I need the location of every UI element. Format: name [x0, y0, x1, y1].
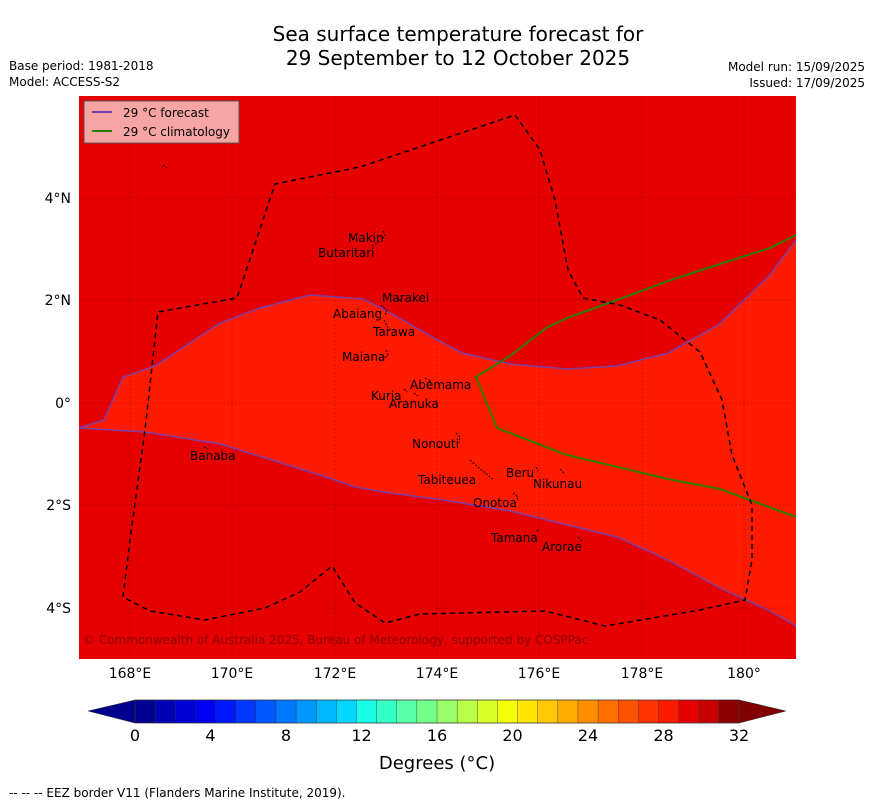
colorbar-segment	[215, 699, 237, 724]
lat-label: 4°N	[45, 191, 71, 207]
colorbar-segment	[537, 699, 559, 724]
eez-footnote: -- -- -- EEZ border V11 (Flanders Marine…	[9, 786, 346, 800]
lat-label: 0°	[55, 396, 71, 412]
island-labels: Makin Butaritari Marakei Abaiang Tarawa …	[190, 231, 582, 554]
island-marakei: Marakei	[382, 291, 429, 305]
island-kuria: Kuria	[371, 389, 402, 403]
island-aranuka: Aranuka	[389, 397, 439, 411]
colorbar-segment	[477, 699, 499, 724]
colorbar-segment	[316, 699, 338, 724]
colorbar-segment	[577, 699, 599, 724]
title-line-2: 29 September to 12 October 2025	[285, 46, 631, 70]
climatology-29c-contour	[474, 234, 796, 518]
colorbar-under-arrow	[87, 699, 136, 724]
island-onotoa: Onotoa	[473, 496, 517, 510]
colorbar-segment	[376, 699, 398, 724]
island-maiana: Maiana	[342, 350, 385, 364]
lon-label: 170°E	[211, 666, 254, 682]
sst-below-29-region	[79, 240, 796, 626]
colorbar-label: Degrees (°C)	[379, 753, 495, 774]
lon-label: 180°	[727, 666, 761, 682]
colorbar-segments	[134, 699, 740, 724]
island-nonouti: Nonouti	[412, 437, 459, 451]
model-name: Model: ACCESS-S2	[9, 75, 121, 89]
island-banaba: Banaba	[190, 449, 236, 463]
island-tabiteuea: Tabiteuea	[417, 473, 476, 487]
colorbar-tick: 28	[653, 726, 673, 745]
longitude-labels: 168°E 170°E 172°E 174°E 176°E 178°E 180°	[109, 666, 761, 682]
meta-left: Base period: 1981-2018 Model: ACCESS-S2	[9, 58, 154, 90]
colorbar-tick: 20	[502, 726, 522, 745]
colorbar-segment	[154, 699, 176, 724]
colorbar-ticks: 0 4 8 12 16 20 24 28 32	[130, 726, 749, 745]
lon-label: 172°E	[314, 666, 357, 682]
lon-label: 174°E	[416, 666, 459, 682]
colorbar-segment	[678, 699, 700, 724]
colorbar-segment	[436, 699, 458, 724]
lon-label: 176°E	[518, 666, 561, 682]
colorbar-segment	[597, 699, 619, 724]
forecast-29c-contour-south	[79, 427, 796, 627]
colorbar-segment	[638, 699, 660, 724]
model-run: Model run: 15/09/2025	[727, 60, 865, 74]
colorbar-segment	[698, 699, 720, 724]
island-nikunau: Nikunau	[533, 477, 582, 491]
colorbar-segment	[175, 699, 197, 724]
island-outlines	[162, 164, 583, 542]
island-beru: Beru	[506, 466, 534, 480]
island-arorae: Arorae	[542, 540, 582, 554]
gridlines	[79, 96, 796, 659]
colorbar-segment	[134, 699, 156, 724]
island-abaiang: Abaiang	[333, 307, 382, 321]
colorbar-segment	[255, 699, 277, 724]
colorbar-tick: 0	[130, 726, 140, 745]
map-legend: 29 °C forecast 29 °C climatology	[83, 100, 240, 144]
issued-date: Issued: 17/09/2025	[749, 76, 865, 90]
colorbar-tick: 12	[351, 726, 371, 745]
colorbar-segment	[336, 699, 358, 724]
meta-right: Model run: 15/09/2025 Issued: 17/09/2025	[728, 59, 865, 91]
colorbar-tick: 32	[729, 726, 749, 745]
colorbar-tick: 4	[205, 726, 215, 745]
colorbar-segment	[235, 699, 257, 724]
colorbar-segment	[275, 699, 297, 724]
forecast-29c-contour-north	[79, 239, 796, 429]
colorbar-segment	[658, 699, 680, 724]
colorbar-segment	[557, 699, 579, 724]
island-tarawa: Tarawa	[372, 325, 415, 339]
colorbar-segment	[456, 699, 478, 724]
colorbar-tick: 16	[427, 726, 447, 745]
legend-climatology: 29 °C climatology	[123, 125, 230, 139]
legend-forecast: 29 °C forecast	[123, 106, 209, 120]
chart-title: Sea surface temperature forecast for 29 …	[0, 22, 873, 70]
island-butaritari: Butaritari	[318, 246, 375, 260]
latitude-labels: 4°N 2°N 0° 2°S 4°S	[45, 191, 72, 617]
colorbar-segment	[396, 699, 418, 724]
colorbar-segment	[718, 699, 740, 724]
lon-label: 178°E	[621, 666, 664, 682]
colorbar-segment	[497, 699, 519, 724]
colorbar-segment	[517, 699, 539, 724]
lat-label: 2°N	[45, 293, 71, 309]
copyright-note: © Commonwealth of Australia 2025, Bureau…	[83, 633, 588, 647]
colorbar-segment	[618, 699, 640, 724]
colorbar-segment	[195, 699, 217, 724]
colorbar	[87, 699, 787, 724]
colorbar-segment	[416, 699, 438, 724]
lat-label: 2°S	[46, 498, 71, 514]
colorbar-segment	[356, 699, 378, 724]
lon-label: 168°E	[109, 666, 152, 682]
colorbar-tick: 24	[578, 726, 598, 745]
base-period: Base period: 1981-2018	[9, 59, 154, 73]
title-line-1: Sea surface temperature forecast for	[272, 22, 644, 46]
map-panel: Makin Butaritari Marakei Abaiang Tarawa …	[79, 96, 796, 659]
island-tamana: Tamana	[490, 531, 538, 545]
colorbar-over-arrow	[738, 699, 787, 724]
colorbar-tick: 8	[281, 726, 291, 745]
lat-label: 4°S	[46, 601, 71, 617]
island-abemama: Abemama	[410, 378, 471, 392]
island-makin: Makin	[348, 231, 384, 245]
colorbar-segment	[295, 699, 317, 724]
